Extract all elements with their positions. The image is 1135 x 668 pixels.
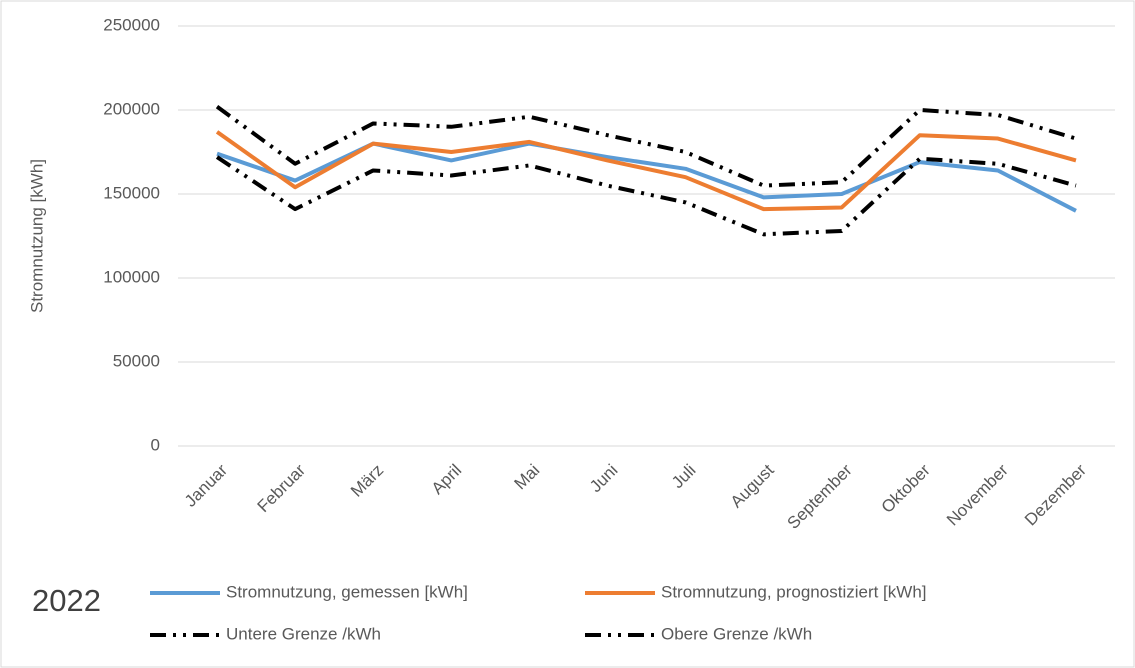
y-tick-label: 50000 — [113, 351, 160, 370]
y-tick-label: 150000 — [103, 183, 160, 202]
series-line — [215, 105, 1077, 188]
legend-label: Stromnutzung, prognostiziert [kWh] — [661, 582, 927, 601]
series-line — [215, 155, 1077, 237]
legend-title: 2022 — [32, 583, 101, 618]
y-tick-label: 250000 — [103, 15, 160, 34]
legend-label: Untere Grenze /kWh — [226, 624, 381, 643]
series-line — [215, 130, 1077, 212]
legend-label: Obere Grenze /kWh — [661, 624, 812, 643]
y-tick-label: 0 — [151, 435, 160, 454]
y-tick-label: 200000 — [103, 99, 160, 118]
y-axis-label: Stromnutzung [kWh] — [27, 159, 46, 313]
legend-label: Stromnutzung, gemessen [kWh] — [226, 582, 468, 601]
y-tick-label: 100000 — [103, 267, 160, 286]
